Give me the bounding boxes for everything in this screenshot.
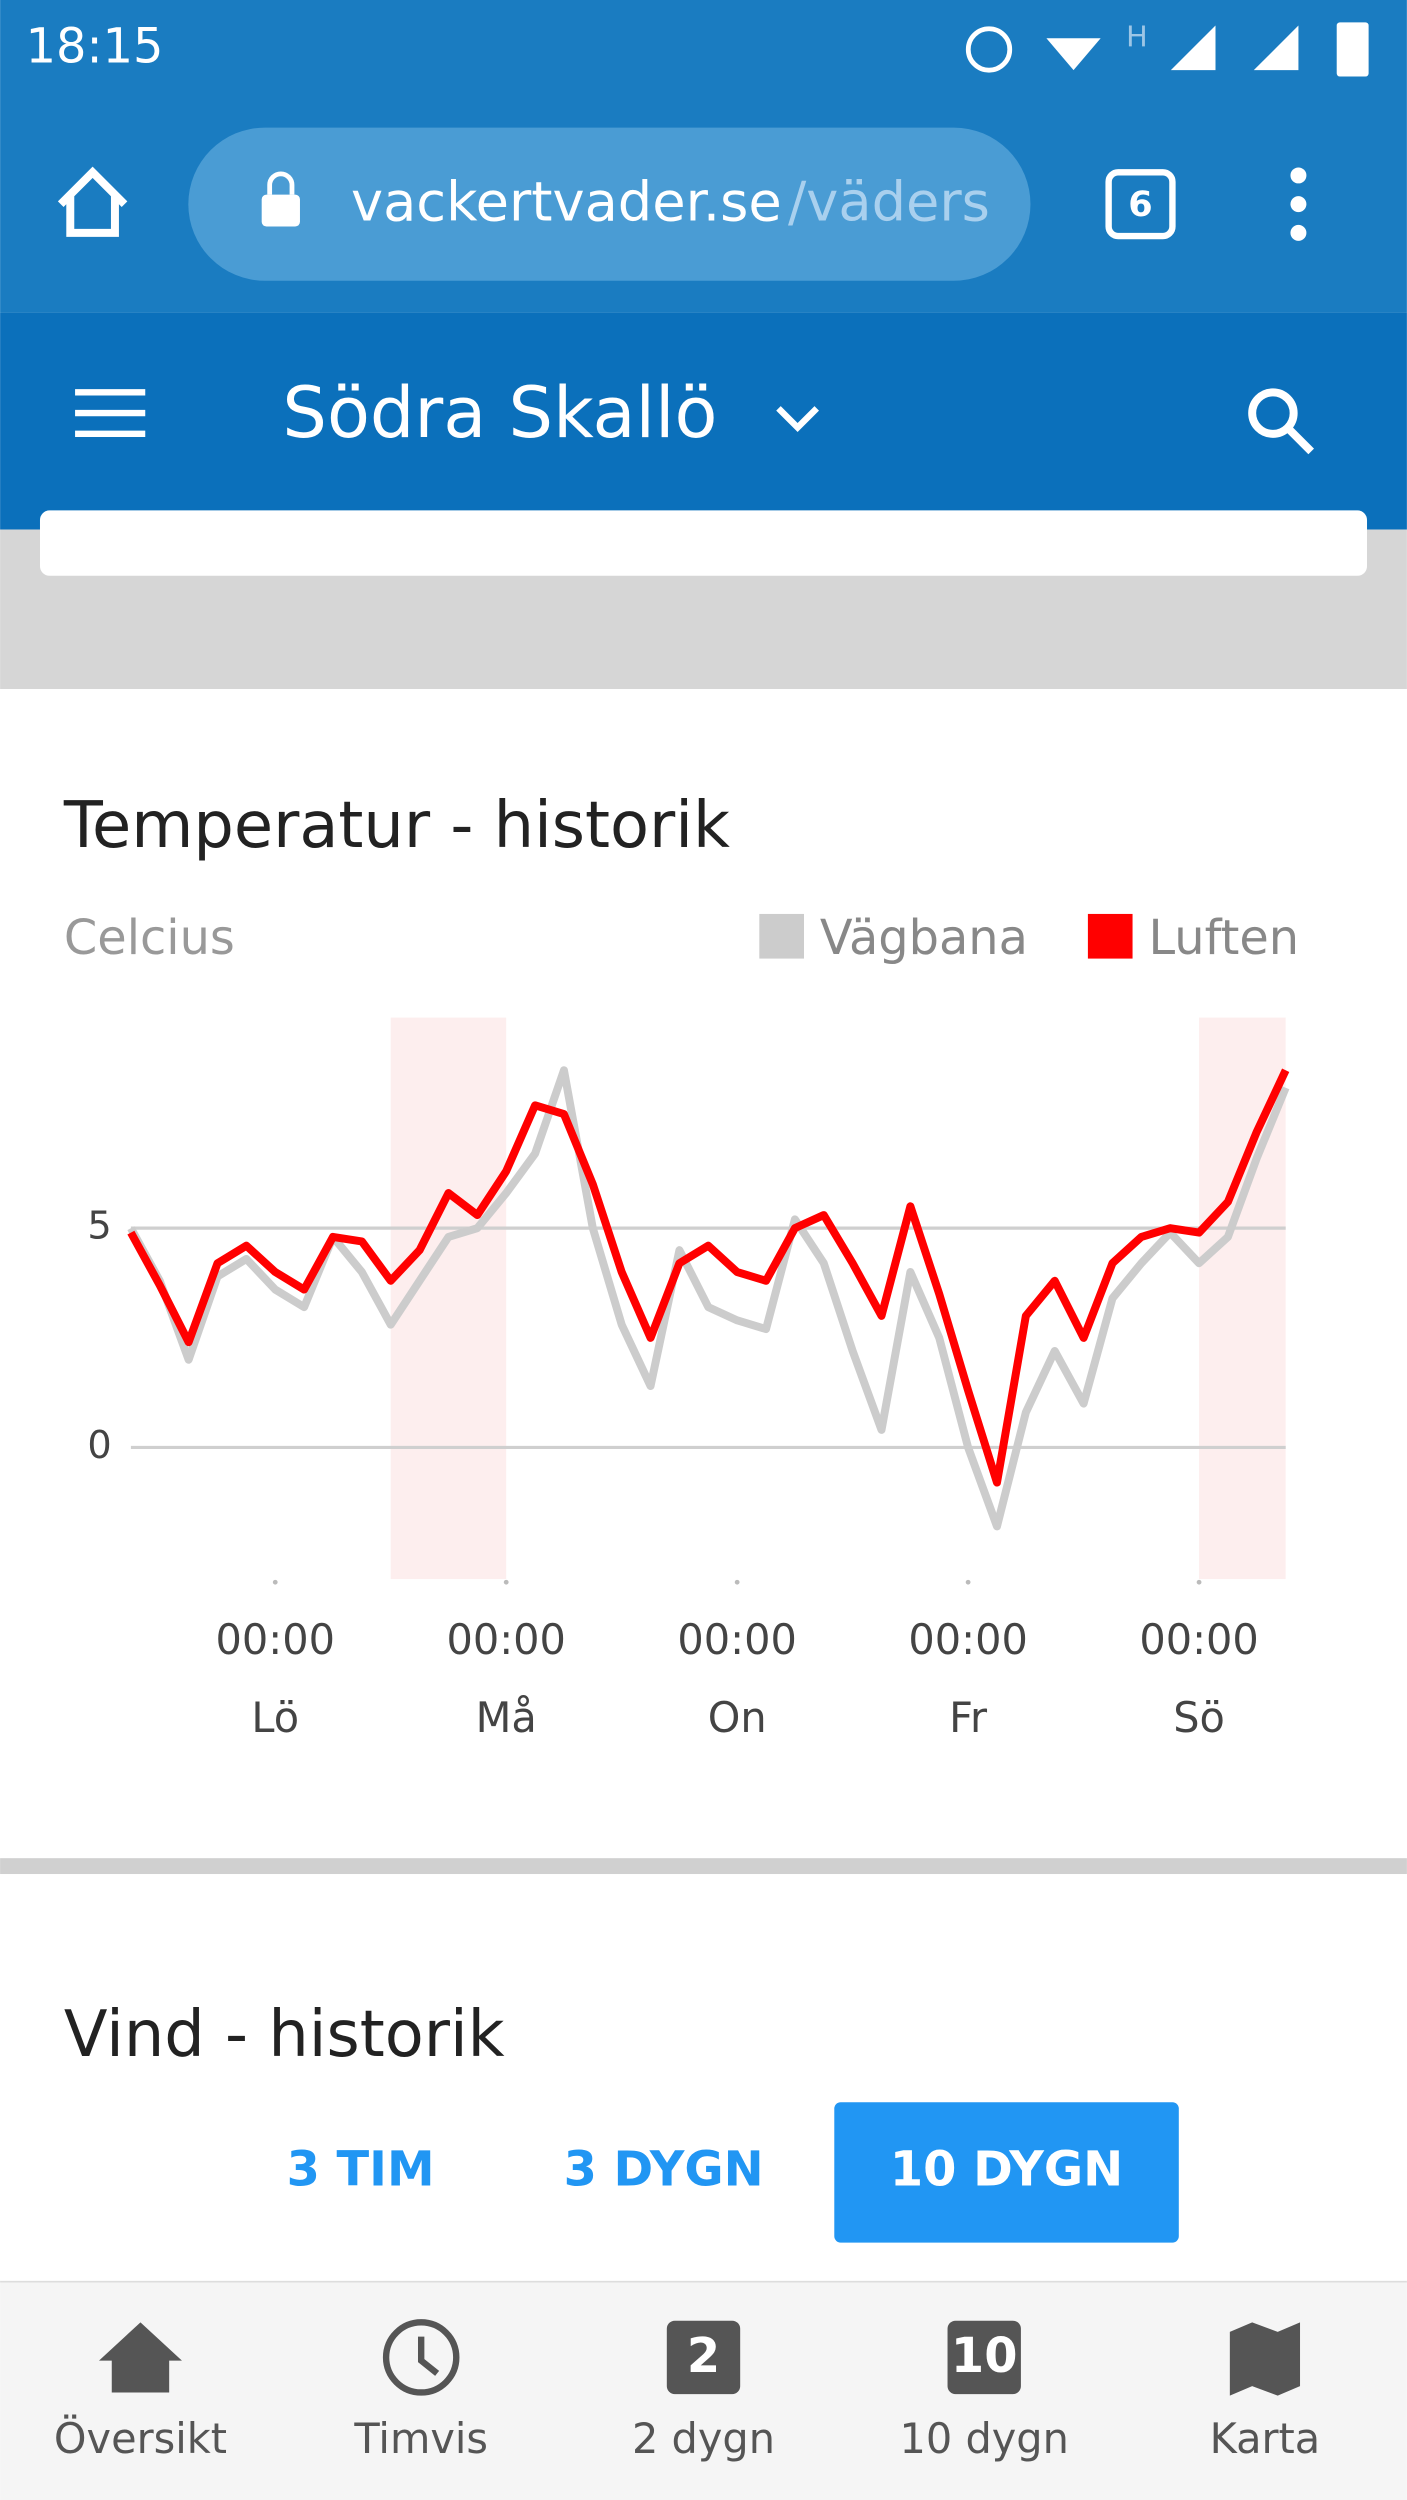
nav-icon [666, 2320, 741, 2395]
nav-icon [382, 2319, 460, 2396]
tab-count: 6 [1128, 184, 1152, 225]
nav-icon [417, 2336, 440, 2376]
y-tick-label: 5 [87, 1204, 111, 1249]
card [39, 510, 1368, 576]
x-tick [503, 1579, 509, 1585]
chart-title: Temperatur - historik [63, 789, 730, 863]
nav-label[interactable]: Översikt [54, 2415, 227, 2463]
x-tick-label: 00:00 [677, 1616, 796, 1664]
x-tick-day: Må [476, 1694, 537, 1742]
x-tick [272, 1579, 278, 1585]
url-domain: vackertvader.se [351, 170, 782, 233]
legend-swatch [759, 913, 804, 959]
dropdown-icon[interactable] [776, 406, 820, 432]
nav-badge: 2 [687, 2329, 720, 2384]
bottom-nav-items: Översikt Timvis 2 2 dygn 10 10 dygn Karta [54, 2319, 1321, 2463]
legend-label: Luften [1149, 911, 1300, 966]
search-button[interactable] [1248, 388, 1315, 455]
x-tick [734, 1579, 740, 1585]
nav-label[interactable]: Karta [1210, 2415, 1321, 2463]
nav-badge: 10 [951, 2329, 1018, 2384]
lock-icon [267, 171, 295, 195]
nav-icon [98, 2322, 182, 2393]
location-title[interactable]: Södra Skallö [282, 372, 717, 454]
nav-label[interactable]: 10 dygn [900, 2415, 1069, 2463]
y-axis-label: Celcius [64, 911, 235, 966]
legend-swatch [1087, 913, 1133, 959]
next-card [0, 1874, 1407, 2063]
section-title: Vind - historik [64, 1998, 505, 2072]
range-buttons: 3 TIM 3 DYGN 10 DYGN [287, 2102, 1179, 2243]
app-bar [0, 312, 1407, 530]
x-tick-day: Lö [251, 1694, 299, 1742]
separator [0, 1858, 1407, 1875]
hamburger-button[interactable] [75, 389, 146, 438]
svg-text:H: H [1126, 19, 1148, 53]
series-line [127, 1068, 1290, 1487]
range-button-bg[interactable] [834, 2102, 1179, 2243]
x-tick-label: 00:00 [446, 1616, 565, 1664]
x-tick [965, 1579, 971, 1585]
menu-button[interactable] [1290, 167, 1307, 241]
url-bar[interactable] [188, 127, 1031, 281]
nav-icon [947, 2320, 1021, 2395]
chart: Temperatur - historik Celcius 0 5 00:00 Lö 0… [63, 789, 1299, 1742]
range-button[interactable]: 10 DYGN [890, 2142, 1123, 2197]
x-tick-label: 00:00 [1139, 1616, 1258, 1664]
nav-label[interactable]: Timvis [353, 2415, 488, 2463]
weekend-shade [1199, 1017, 1286, 1580]
lock-icon [261, 194, 300, 227]
x-tick-label: 00:00 [216, 1616, 335, 1664]
nav-icon [1229, 2322, 1301, 2396]
range-button[interactable]: 3 TIM [287, 2142, 435, 2197]
x-tick [1196, 1579, 1202, 1585]
tabs-button[interactable] [1105, 169, 1176, 240]
range-button[interactable]: 3 DYGN [564, 2142, 764, 2197]
status-time: 18:15 [26, 19, 164, 74]
x-tick-day: On [708, 1694, 767, 1742]
legend-label: Vägbana [820, 911, 1028, 966]
x-tick-label: 00:00 [908, 1616, 1027, 1664]
y-tick-label: 0 [87, 1423, 111, 1468]
chart-card [0, 689, 1407, 1859]
x-tick-day: Sö [1173, 1694, 1225, 1742]
url-path: /väders [788, 170, 990, 233]
home-button[interactable] [57, 166, 128, 237]
x-tick-day: Fr [949, 1694, 988, 1742]
nav-label[interactable]: 2 dygn [632, 2415, 775, 2463]
